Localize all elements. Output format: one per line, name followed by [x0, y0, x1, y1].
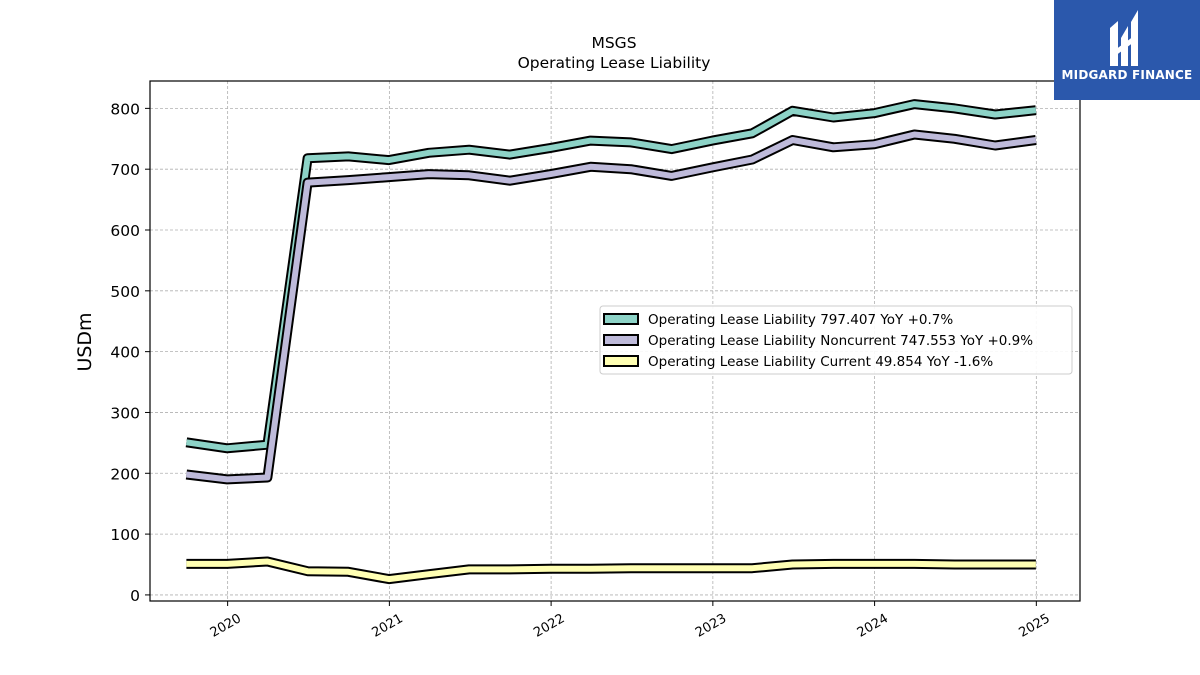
legend-swatch-0 — [603, 313, 639, 325]
legend-label-0: Operating Lease Liability 797.407 YoY +0… — [648, 312, 953, 328]
y-tick-label: 0 — [130, 587, 140, 605]
y-tick-label: 100 — [110, 526, 140, 544]
chart-title: MSGS — [591, 34, 636, 52]
x-tick-label: 2025 — [1017, 611, 1053, 641]
x-tick-label: 2023 — [693, 611, 729, 641]
y-tick-label: 700 — [110, 161, 140, 179]
x-tick-label: 2020 — [208, 611, 244, 641]
y-tick-label: 600 — [110, 222, 140, 240]
legend-label-2: Operating Lease Liability Current 49.854… — [648, 354, 993, 370]
x-tick-label: 2022 — [531, 611, 567, 641]
y-axis-label: USDm — [74, 312, 96, 371]
logo-text: MIDGARD FINANCE — [1061, 68, 1193, 82]
legend: Operating Lease Liability 797.407 YoY +0… — [599, 305, 1073, 375]
midgard-logo-icon — [1110, 10, 1138, 66]
y-tick-label: 300 — [110, 404, 140, 422]
series-line-2 — [186, 558, 1036, 583]
y-tick-label: 400 — [110, 344, 140, 362]
y-tick-label: 800 — [110, 100, 140, 118]
series-line-0 — [185, 101, 1037, 452]
plot-frame — [149, 80, 1081, 602]
legend-label-1: Operating Lease Liability Noncurrent 747… — [648, 333, 1033, 349]
y-tick-label: 500 — [110, 283, 140, 301]
legend-box — [599, 305, 1073, 375]
x-tick-label: 2021 — [370, 611, 406, 641]
chart-subtitle: Operating Lease Liability — [518, 54, 711, 72]
y-tick-label: 200 — [110, 465, 140, 483]
series-line-1 — [186, 131, 1037, 483]
x-tick-label: 2024 — [855, 611, 891, 641]
legend-swatch-2 — [603, 355, 639, 367]
legend-swatch-1 — [603, 334, 639, 346]
brand-logo: MIDGARD FINANCE — [1054, 0, 1200, 100]
